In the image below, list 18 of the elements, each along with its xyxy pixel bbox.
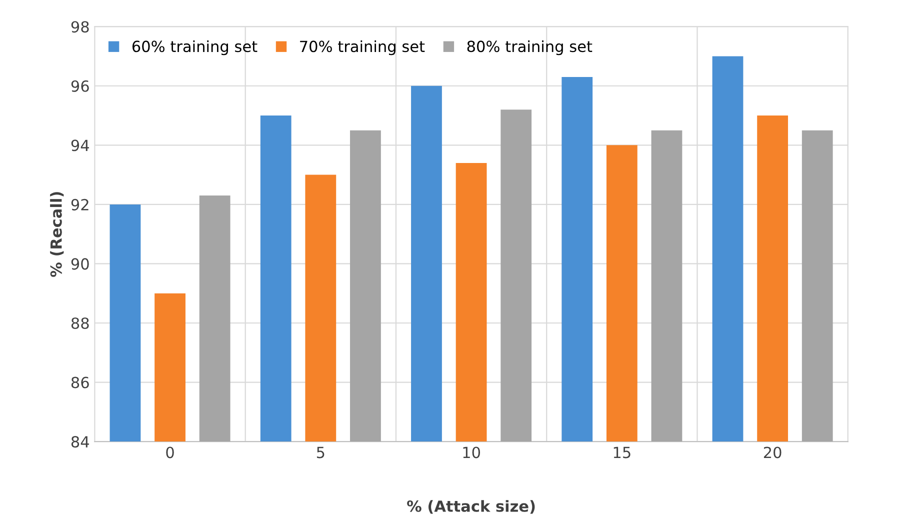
x-axis-title: % (Attack size): [407, 500, 535, 514]
x-tick-label: 5: [316, 446, 324, 458]
y-tick-label: 96: [71, 80, 89, 92]
legend-label: 70% training set: [300, 40, 425, 56]
x-tick-label: 20: [764, 446, 782, 458]
x-tick-label: 15: [614, 446, 630, 458]
y-tick-label: 86: [71, 376, 89, 388]
y-tick-label: 94: [71, 140, 89, 152]
x-tick-label: 0: [166, 446, 174, 458]
legend-label: 80% training set: [467, 40, 592, 56]
y-tick-label: 98: [71, 21, 89, 33]
legend-label: 60% training set: [132, 40, 258, 56]
y-tick-label: 92: [71, 198, 88, 210]
y-axis-title: % (Recall): [50, 192, 64, 277]
y-tick-label: 90: [71, 258, 89, 270]
x-tick-label: 10: [463, 446, 480, 458]
y-tick-label: 84: [71, 436, 89, 448]
y-tick-label: 88: [71, 317, 89, 330]
